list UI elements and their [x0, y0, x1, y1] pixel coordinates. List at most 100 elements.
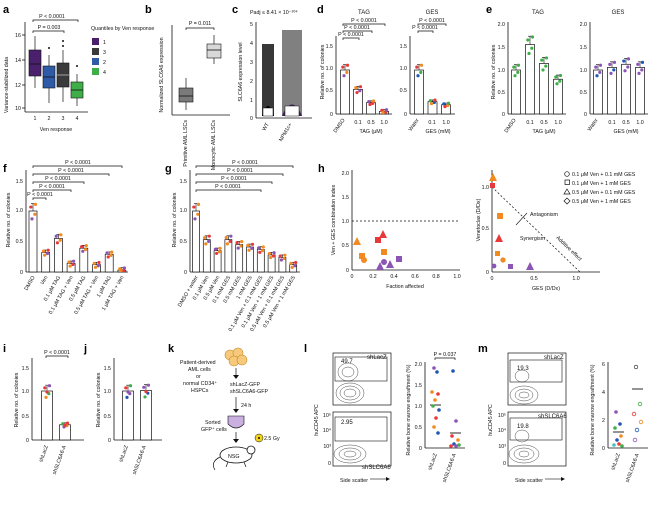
g-plot-point [289, 261, 293, 265]
panel-k-time: 24 h [241, 403, 251, 409]
f-plot-point [43, 253, 47, 257]
g-plot-point [203, 235, 207, 240]
panel-k-source: Patient-derived [180, 360, 216, 366]
f-plot-point [106, 255, 110, 259]
panel-f-pval: P < 0.0001 [58, 168, 84, 174]
g-plot-point [246, 243, 250, 247]
panel-l-ytick: 1.5 [415, 383, 422, 389]
panel-e-ges-ytick: 2.0 [580, 22, 587, 28]
panel-label-i: i [3, 343, 6, 355]
panel-f-ylabel: Relative no. of colonies [6, 192, 12, 247]
g-plot-point [229, 234, 233, 238]
panel-m-ytick: 4 [602, 390, 605, 396]
d-tag-plot-point [358, 85, 363, 89]
radiation-icon [254, 433, 264, 443]
panel-a-pval: P < 0.0001 [39, 14, 65, 20]
panel-j-ytick: 0 [108, 438, 111, 444]
panel-e-ges-plot: 2.0 1.5 1.0 0.5 0 Water 0.1 0.5 1.0 GES … [580, 22, 648, 135]
e-tag-plot-point [554, 75, 558, 79]
panel-a-xtick: 4 [76, 116, 79, 122]
panel-m-flow-tick: 10⁵ [498, 413, 506, 419]
i-plot-point [45, 390, 49, 394]
panel-a-xtick: 1 [34, 116, 37, 122]
g-plot-point [271, 254, 275, 258]
panel-e-ytick: 0.5 [498, 90, 505, 96]
legend-label: 1 [103, 40, 106, 46]
g-plot-point [239, 244, 243, 248]
panel-label-f: f [3, 163, 7, 175]
f-plot-point [54, 234, 58, 238]
e-tag-plot-point [526, 38, 530, 42]
panel-label-g: g [165, 163, 172, 175]
panel-k-vector: shLacZ-GFP [230, 382, 260, 388]
panel-l-pct-top: 49.7 [341, 359, 353, 365]
flow-contour-bottom [333, 444, 367, 464]
panel-l-flow-tick: 10⁵ [323, 413, 331, 419]
i-plot-point [44, 395, 48, 399]
panel-e-tag-title: TAG [532, 10, 544, 16]
d-tag-plot-point [341, 65, 345, 69]
f-plot-point [119, 268, 123, 273]
f-plot-point [105, 251, 109, 255]
panel-m-flow-xlabel: Side scatter [515, 478, 543, 484]
panel-g-pval: P < 0.0001 [232, 160, 258, 166]
panel-d-ges-pval: P < 0.0001 [419, 18, 445, 24]
panel-c-ytick: 0 [250, 116, 253, 122]
panel-d: Relative no. of colonies TAG GES 1.5 1.0… [320, 10, 455, 135]
panel-d-xtick: DMSO [333, 118, 347, 134]
panel-a-box-4 [70, 74, 84, 106]
panel-i-ytick: 1.5 [22, 366, 29, 372]
panel-c-ytick: 2 [250, 79, 253, 85]
tube-icon [227, 415, 245, 429]
legend-label: 0.1 μM Ven + 0.1 mM GES [572, 172, 636, 178]
panel-e-ylabel: Relative no. of colonies [491, 44, 497, 99]
f-plot-point [122, 266, 126, 270]
panel-a-box-3 [56, 50, 70, 102]
e-tag-plot-point [516, 70, 520, 74]
panel-e-xtick: 1.0 [554, 120, 561, 126]
panel-g-pval: P < 0.0001 [221, 176, 247, 182]
f-plot-point [55, 241, 60, 245]
panel-d-ges-xlabel: GES (mM) [425, 129, 450, 135]
panel-f: Relative no. of colonies 1.5 1.0 0.5 0 P… [6, 160, 128, 316]
f-plot-point [30, 217, 34, 221]
g-plot-point [235, 241, 239, 245]
g-plot-point [228, 239, 232, 244]
i-plot-point [43, 386, 47, 390]
d-tag-plot-point [384, 108, 389, 112]
g-plot-point [257, 246, 261, 250]
panel-d-ges-title: GES [426, 10, 439, 16]
panel-l-ytick: 0 [419, 446, 422, 452]
e-ges-plot-point [598, 70, 602, 74]
panel-a-box-2 [42, 55, 56, 103]
g-plot-point [236, 246, 240, 250]
panel-l-flow: huCD45 APC 49.7 shLacZ 2.95 shSLC6A6 10⁵… [314, 352, 392, 484]
panel-k-source: AML cells [188, 367, 211, 373]
panel-l-label-top: shLacZ [367, 355, 387, 361]
panel-m-pct-bottom: 19.8 [517, 424, 529, 430]
panel-m-xtick: shSLC6A6-A [625, 452, 641, 483]
j-plot-point [128, 384, 133, 388]
flow-contour-bottom [508, 429, 540, 464]
panel-h-xtick: 0.8 [432, 274, 439, 280]
panel-j: Relative no. of colonies 1.5 1.0 0.5 0 s… [96, 358, 162, 475]
f-plot-point [68, 264, 72, 268]
panel-d-ges-ytick: 1.0 [400, 66, 407, 72]
panel-j-ytick: 0.5 [104, 414, 111, 420]
e-ges-plot-point [623, 69, 627, 73]
panel-d-tag-plot: 1.5 1.0 0.5 0 P < 0.0001 P < 0.0001 P < … [326, 18, 392, 135]
e-tag-plot-point [530, 35, 535, 39]
f-plot-point [45, 251, 50, 256]
panel-d-ges-ytick: 0 [404, 112, 407, 118]
d-tag-plot-point [354, 86, 358, 90]
panel-h-annotation-additive: Additive effect [555, 235, 583, 263]
panel-k-dose: 2.5 Gy [264, 436, 280, 442]
legend-label: 0.5 μM Ven + 1 mM GES [572, 199, 631, 205]
j-plot-point [124, 386, 128, 390]
e-ges-plot-point [609, 71, 613, 76]
panel-d-ytick: 0 [330, 112, 333, 118]
d-tag-plot-point [371, 99, 376, 103]
panel-h-left-xlabel: Faction affected [386, 284, 424, 290]
e-tag-plot-point [544, 56, 549, 60]
